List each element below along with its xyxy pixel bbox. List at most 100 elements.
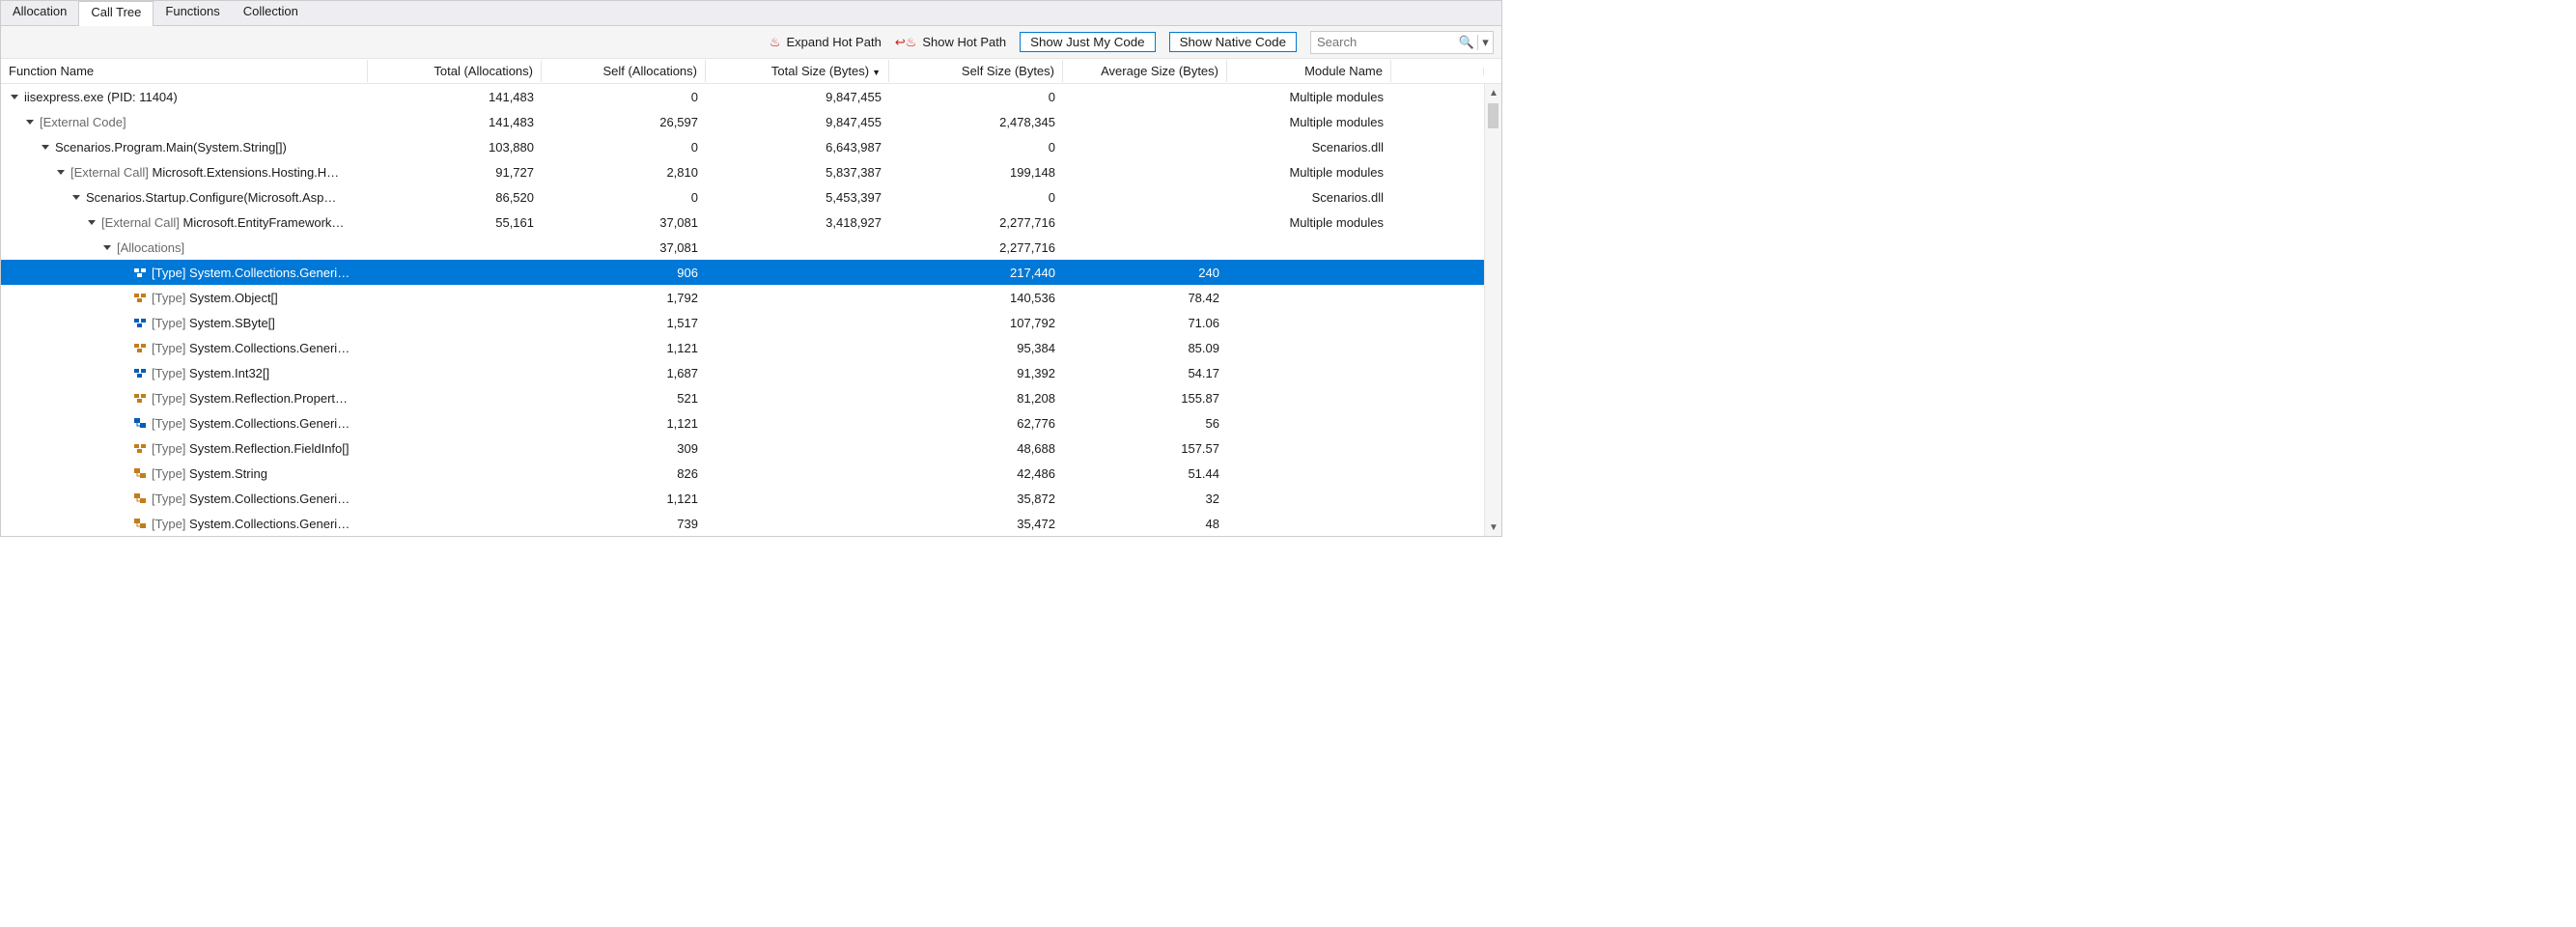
tab-collection[interactable]: Collection [232,1,310,25]
table-row[interactable]: [Type] System.Collections.Generi…1,12135… [1,486,1501,511]
scroll-down-icon[interactable]: ▼ [1485,519,1502,536]
show-just-my-code-button[interactable]: Show Just My Code [1020,32,1156,52]
type-icon [132,516,148,531]
function-label: [Type] System.Collections.Generi… [152,492,350,506]
label-prefix: [Type] [152,466,189,481]
expander-icon[interactable] [40,141,51,153]
table-row[interactable]: Scenarios.Startup.Configure(Microsoft.As… [1,184,1501,210]
show-native-code-button[interactable]: Show Native Code [1169,32,1297,52]
tab-bar: Allocation Call Tree Functions Collectio… [1,1,1501,26]
table-row[interactable]: [Type] System.SByte[]1,517107,79271.06 [1,310,1501,335]
label-text: System.String [189,466,267,481]
function-name-cell: [Allocations] [1,235,368,260]
function-name-cell: [Type] System.Reflection.FieldInfo[] [1,435,368,461]
table-row[interactable]: [Type] System.Int32[]1,68791,39254.17 [1,360,1501,385]
expander-icon[interactable] [55,166,67,178]
table-row[interactable]: iisexpress.exe (PID: 11404)141,48309,847… [1,84,1501,109]
expander-icon [117,267,128,278]
self-size-cell: 35,872 [889,492,1063,506]
col-total-size[interactable]: Total Size (Bytes)▼ [706,60,889,82]
col-scroll-gutter [1484,68,1501,75]
expander-icon [117,467,128,479]
module-cell: Multiple modules [1227,165,1391,180]
col-function-name[interactable]: Function Name [1,60,368,82]
expand-hot-path-link[interactable]: ♨ Expand Hot Path [770,35,882,50]
total-size-cell: 5,837,387 [706,165,889,180]
table-row[interactable]: [External Call] Microsoft.EntityFramewor… [1,210,1501,235]
label-text: Microsoft.Extensions.Hosting.H… [153,165,340,180]
vertical-scrollbar[interactable]: ▲ ▼ [1484,84,1501,536]
search-icon[interactable]: 🔍 [1456,35,1477,50]
table-row[interactable]: [Type] System.Collections.Generi…1,12162… [1,410,1501,435]
self-size-cell: 62,776 [889,416,1063,431]
expander-icon[interactable] [24,116,36,127]
label-text: System.SByte[] [189,316,275,330]
table-row[interactable]: [Type] System.Object[]1,792140,53678.42 [1,285,1501,310]
function-name-cell: [Type] System.SByte[] [1,310,368,335]
module-cell: Multiple modules [1227,215,1391,230]
total-size-cell: 3,418,927 [706,215,889,230]
table-row[interactable]: Scenarios.Program.Main(System.String[])1… [1,134,1501,159]
table-row[interactable]: [External Code]141,48326,5979,847,4552,4… [1,109,1501,134]
average-size-cell: 71.06 [1063,316,1227,330]
label-prefix: [Type] [152,366,189,380]
type-icon [132,315,148,330]
self-allocations-cell: 309 [542,441,706,456]
label-text: [Allocations] [117,240,184,255]
label-prefix: [Type] [152,266,189,280]
self-size-cell: 2,277,716 [889,215,1063,230]
col-self-allocations[interactable]: Self (Allocations) [542,60,706,82]
scroll-up-icon[interactable]: ▲ [1485,84,1502,101]
tab-functions[interactable]: Functions [154,1,231,25]
scroll-thumb[interactable] [1488,103,1498,128]
expander-icon [117,442,128,454]
expander-icon [117,292,128,303]
self-allocations-cell: 1,517 [542,316,706,330]
self-size-cell: 217,440 [889,266,1063,280]
col-self-size[interactable]: Self Size (Bytes) [889,60,1063,82]
search-dropdown-icon[interactable]: ▾ [1477,35,1493,50]
search-box: 🔍 ▾ [1310,31,1494,54]
label-prefix: [Type] [152,441,189,456]
col-total-allocations[interactable]: Total (Allocations) [368,60,542,82]
function-label: [Type] System.Reflection.FieldInfo[] [152,441,350,456]
expander-icon[interactable] [70,191,82,203]
function-label: [Type] System.Reflection.Propert… [152,391,348,406]
column-header-row: Function Name Total (Allocations) Self (… [1,59,1501,84]
table-row[interactable]: [Type] System.Reflection.Propert…52181,2… [1,385,1501,410]
tab-call-tree[interactable]: Call Tree [78,1,154,26]
function-name-cell: [Type] System.String [1,461,368,486]
function-label: [Type] System.Collections.Generi… [152,416,350,431]
label-text: [External Code] [40,115,126,129]
table-row[interactable]: [Allocations]37,0812,277,716 [1,235,1501,260]
col-total-size-label: Total Size (Bytes) [771,64,869,78]
function-name-cell: [Type] System.Collections.Generi… [1,335,368,360]
table-row[interactable]: [Type] System.Collections.Generi…1,12195… [1,335,1501,360]
table-row[interactable]: [Type] System.Collections.Generi…73935,4… [1,511,1501,536]
function-name-cell: [Type] System.Collections.Generi… [1,486,368,511]
expander-icon[interactable] [101,241,113,253]
self-allocations-cell: 521 [542,391,706,406]
label-text: System.Int32[] [189,366,269,380]
table-row[interactable]: [External Call] Microsoft.Extensions.Hos… [1,159,1501,184]
table-row[interactable]: [Type] System.String82642,48651.44 [1,461,1501,486]
col-module-name[interactable]: Module Name [1227,60,1391,82]
label-prefix: [Type] [152,416,189,431]
search-input[interactable] [1311,33,1456,51]
function-label: [External Code] [40,115,126,129]
tab-allocation[interactable]: Allocation [1,1,78,25]
expander-icon[interactable] [9,91,20,102]
expander-icon[interactable] [86,216,98,228]
self-allocations-cell: 26,597 [542,115,706,129]
label-prefix: [Type] [152,391,189,406]
col-average-size[interactable]: Average Size (Bytes) [1063,60,1227,82]
self-size-cell: 0 [889,90,1063,104]
table-row[interactable]: [Type] System.Reflection.FieldInfo[]3094… [1,435,1501,461]
function-label: [Type] System.String [152,466,267,481]
expander-icon [117,417,128,429]
show-hot-path-link[interactable]: ↩♨ Show Hot Path [895,35,1006,50]
total-allocations-cell: 86,520 [368,190,542,205]
self-allocations-cell: 37,081 [542,215,706,230]
table-row[interactable]: [Type] System.Collections.Generi…906217,… [1,260,1501,285]
label-prefix: [Type] [152,316,189,330]
